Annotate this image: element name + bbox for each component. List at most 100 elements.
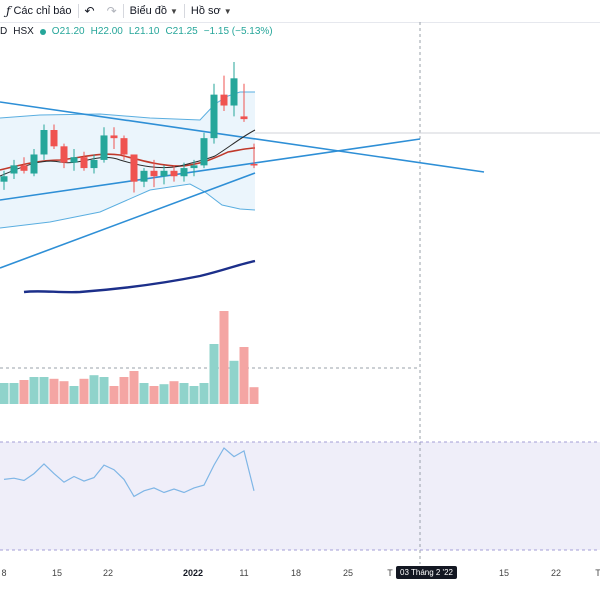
volume-bar (119, 377, 129, 404)
volume-bar (99, 377, 109, 404)
undo-icon: ↶ (84, 4, 95, 18)
redo-icon: ↷ (106, 4, 117, 18)
candle-body (220, 94, 228, 106)
candle-body (60, 146, 68, 163)
market-status-icon (39, 28, 46, 35)
x-axis-tick-label: 15 (51, 568, 63, 578)
rsi-line (3, 447, 255, 498)
chart-menu-label: Biểu đồ (129, 5, 167, 17)
volume-bar (69, 386, 79, 404)
candle-body (130, 154, 138, 182)
volume-bar (59, 381, 69, 404)
candle-body (80, 157, 88, 169)
candle-body (30, 154, 38, 174)
x-axis-tick-label: T (387, 568, 393, 578)
redo-button[interactable]: ↷ (101, 0, 123, 22)
candle-body (0, 176, 8, 182)
candle-body (70, 157, 78, 163)
profile-menu-button[interactable]: Hồ sơ ▼ (185, 0, 238, 22)
candle-body (110, 135, 118, 139)
long-moving-average-line (23, 259, 256, 294)
bollinger-band-fill (0, 92, 255, 228)
x-axis-tick-label: 22 (550, 568, 562, 578)
indicators-button[interactable]: ƒ Các chỉ báo (0, 0, 78, 22)
undo-button[interactable]: ↶ (79, 0, 101, 22)
candle-body (90, 159, 98, 169)
chart-toolbar: ƒ Các chỉ báo ↶ ↷ Biểu đồ ▼ Hồ sơ ▼ (0, 0, 600, 23)
volume-bar (199, 383, 209, 404)
x-axis-tick-label: 11 (239, 568, 249, 578)
symbol-legend: D HSX O21.20 H22.00 L21.10 C21.25 −1.15 … (0, 26, 273, 37)
trendline-lower (0, 172, 256, 269)
exchange-label: HSX (13, 26, 34, 37)
crosshair-date-label: 03 Tháng 2 '22 (396, 566, 457, 579)
volume-bar (219, 311, 229, 404)
candle-body (150, 170, 158, 177)
volume-bar (29, 377, 39, 404)
x-axis-tick-label: 8 (1, 568, 7, 578)
volume-bar (109, 386, 119, 404)
high-value: H22.00 (90, 26, 123, 37)
x-axis-tick-label: 2022 (182, 568, 204, 578)
volume-bar (39, 377, 49, 404)
time-axis[interactable]: 815222022111825T81522T (0, 564, 600, 600)
chart-menu-button[interactable]: Biểu đồ ▼ (124, 0, 184, 22)
candle-body (180, 168, 188, 177)
chevron-down-icon: ▼ (169, 6, 178, 16)
volume-bar (229, 360, 239, 404)
volume-bar (249, 387, 259, 404)
volume-bar (79, 378, 89, 404)
candle-body (120, 138, 128, 155)
rsi-band (0, 442, 600, 550)
volume-bar (89, 375, 99, 404)
symbol-name[interactable]: D (0, 26, 8, 37)
candle-body (170, 170, 178, 177)
toolbar-divider (77, 4, 79, 18)
candle-body (200, 138, 208, 166)
candle-body (10, 165, 18, 174)
x-axis-tick-label: T (595, 568, 600, 578)
toolbar-divider (122, 4, 124, 18)
volume-bar (179, 383, 189, 404)
bollinger-lower-line (0, 183, 256, 229)
volume-bar (149, 386, 159, 404)
candle-body (240, 116, 248, 120)
x-axis-tick-label: 15 (498, 568, 510, 578)
price-chart[interactable] (0, 0, 600, 564)
volume-bar (129, 371, 139, 404)
candle-body (230, 78, 238, 106)
candle-body (20, 165, 28, 171)
volume-bar (209, 344, 219, 404)
candle-body (100, 135, 108, 160)
indicators-label: Các chỉ báo (13, 5, 72, 17)
volume-bar (239, 347, 249, 404)
candle-body (50, 130, 58, 147)
volume-bar (19, 380, 29, 404)
volume-bar (0, 383, 9, 404)
candle-body (160, 170, 168, 177)
volume-bar (9, 383, 19, 404)
chevron-down-icon: ▼ (223, 6, 232, 16)
ma-short-red-line (0, 147, 256, 171)
candle-body (140, 170, 148, 182)
volume-bar (139, 383, 149, 404)
indicator-fx-icon: ƒ (6, 4, 11, 18)
volume-bar (159, 384, 169, 404)
candle-body (210, 94, 218, 139)
toolbar-divider (183, 4, 185, 18)
profile-menu-label: Hồ sơ (190, 5, 221, 17)
ma-short-dark-line (0, 129, 256, 177)
candle-body (190, 165, 198, 169)
x-axis-tick-label: 22 (102, 568, 114, 578)
close-value: C21.25 (165, 26, 198, 37)
candle-body (40, 130, 48, 155)
candle-body (250, 164, 258, 166)
open-value: O21.20 (51, 26, 85, 37)
trendline-descending (0, 101, 485, 173)
volume-bar (169, 381, 179, 404)
change-value: −1.15 (−5.13%) (203, 26, 273, 37)
low-value: L21.10 (128, 26, 160, 37)
x-axis-tick-label: 25 (342, 568, 354, 578)
x-axis-tick-label: 18 (290, 568, 302, 578)
volume-bar (189, 386, 199, 404)
